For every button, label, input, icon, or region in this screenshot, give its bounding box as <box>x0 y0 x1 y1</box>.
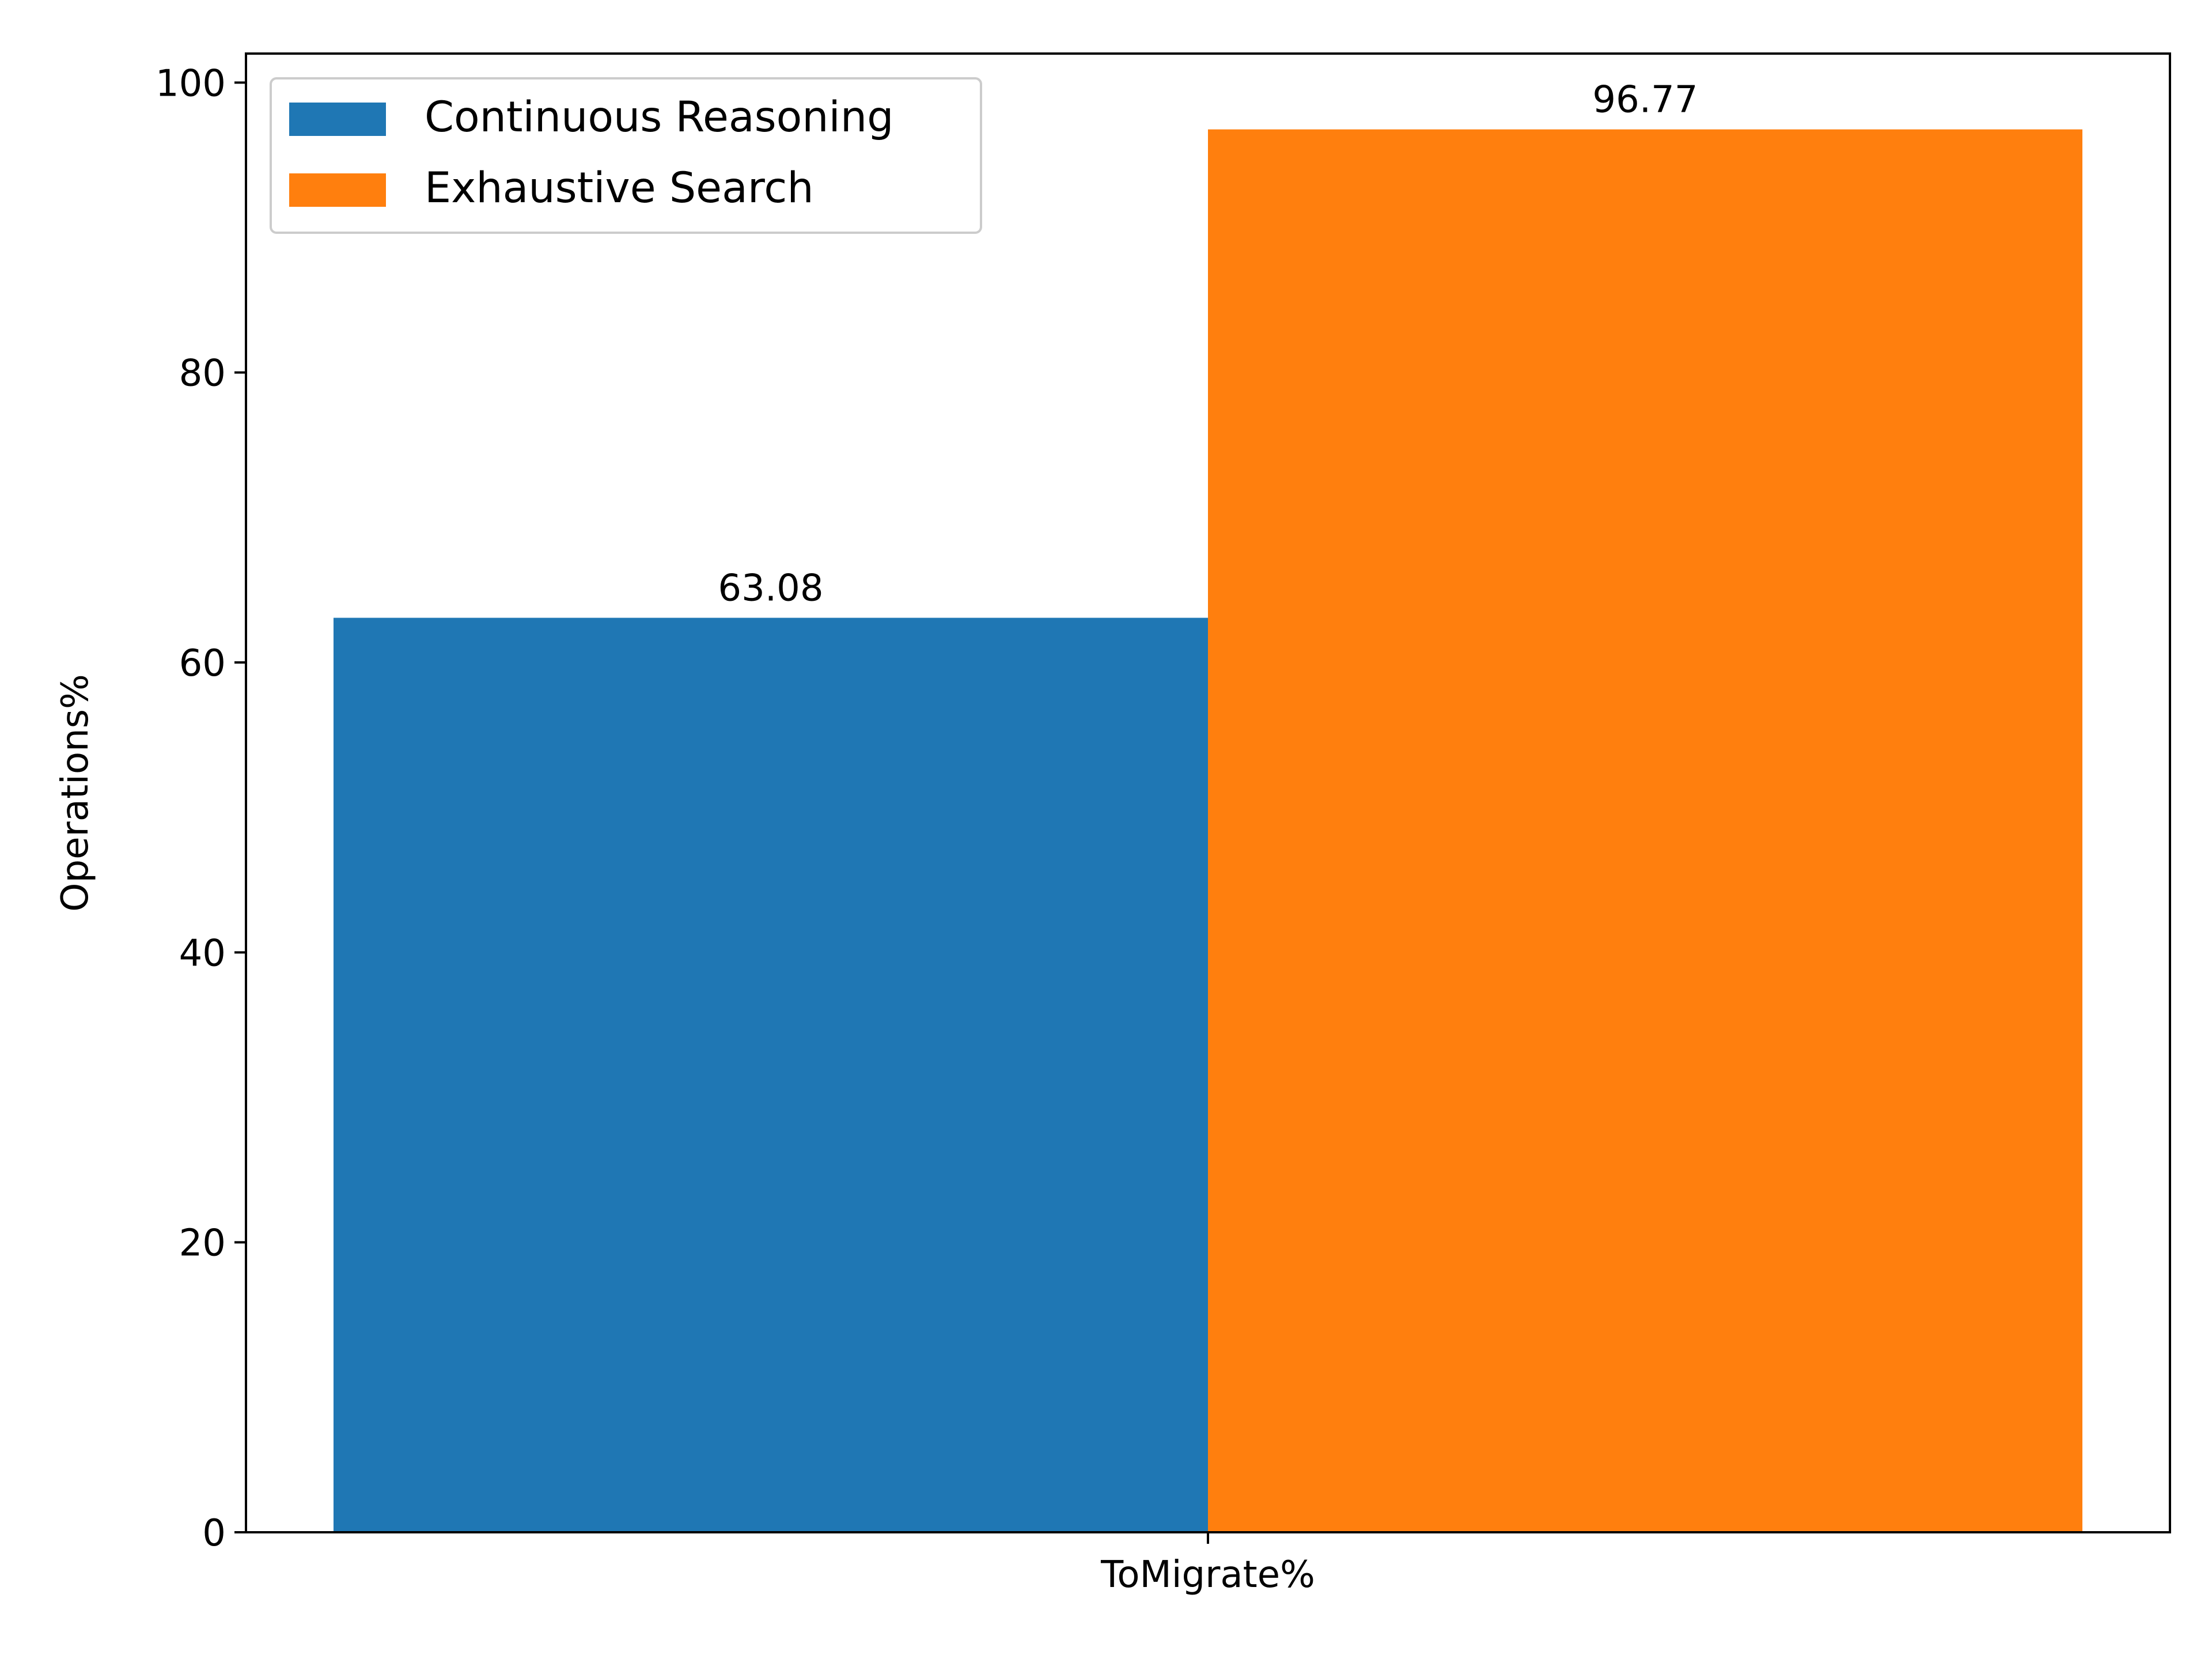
legend: Continuous Reasoning Exhaustive Search <box>270 77 982 234</box>
legend-swatch <box>289 173 386 207</box>
legend-label: Exhaustive Search <box>425 164 814 213</box>
legend-box <box>270 77 982 234</box>
x-axis: ToMigrate% <box>1100 1532 1315 1596</box>
x-tick-label: ToMigrate% <box>1100 1554 1315 1596</box>
legend-swatch <box>289 103 386 136</box>
bar-continuous-reasoning <box>333 618 1208 1532</box>
y-tick-label: 20 <box>179 1222 226 1265</box>
bar-value-label: 96.77 <box>1592 79 1698 122</box>
bar-value-label: 63.08 <box>718 567 823 609</box>
y-tick-label: 80 <box>179 353 226 395</box>
y-tick-label: 100 <box>156 62 226 105</box>
bar-exhaustive-search <box>1208 129 2083 1533</box>
y-tick-label: 60 <box>179 642 226 685</box>
bar-labels-group: 63.08 96.77 <box>718 79 1698 610</box>
legend-label: Continuous Reasoning <box>425 93 893 142</box>
y-axis-title: Operations% <box>54 674 97 912</box>
y-axis: 0 20 40 60 80 100 <box>156 62 246 1555</box>
y-tick-label: 0 <box>202 1512 226 1555</box>
y-tick-label: 40 <box>179 932 226 975</box>
bars-group <box>333 129 2083 1533</box>
